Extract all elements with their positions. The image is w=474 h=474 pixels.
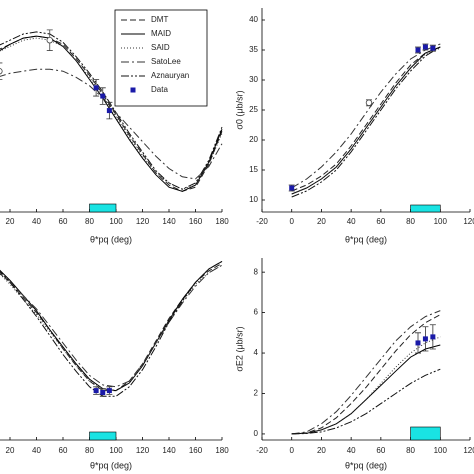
legend-label: SAID	[151, 43, 170, 52]
x-tick-label: 120	[136, 446, 150, 455]
x-tick-label: 0	[289, 446, 294, 455]
x-axis-title: θ*pq (deg)	[90, 460, 132, 470]
data-point	[100, 390, 106, 395]
y-axis-title: σE2 (μb/sr)	[234, 326, 244, 371]
band	[89, 203, 117, 213]
legend-label: SatoLee	[151, 57, 181, 66]
x-tick-label: 20	[6, 446, 15, 455]
legend-label: Data	[151, 85, 168, 94]
x-tick-label: 160	[189, 446, 203, 455]
x-tick-label: 40	[32, 217, 41, 226]
x-tick-label: -20	[256, 446, 268, 455]
curve	[291, 344, 441, 435]
legend-box	[114, 9, 208, 107]
curve	[0, 260, 223, 392]
band	[410, 426, 441, 441]
y-tick-label: 6	[254, 308, 259, 317]
x-axis-title: θ*pq (deg)	[345, 460, 387, 470]
curve	[291, 47, 441, 195]
x-tick-label: 100	[109, 446, 123, 455]
curve	[0, 264, 223, 392]
x-tick-label: 60	[376, 446, 385, 455]
legend-label: DMT	[151, 15, 168, 24]
data-point	[430, 334, 436, 340]
curve	[291, 368, 441, 435]
y-tick-label: 2	[254, 389, 259, 398]
y-tick-label: 15	[249, 165, 258, 174]
curve	[291, 46, 441, 198]
legend-label: Aznauryan	[151, 71, 189, 80]
data-point	[100, 93, 106, 99]
data-point	[422, 44, 428, 50]
y-tick-label: 25	[249, 105, 258, 114]
x-tick-label: 20	[317, 446, 326, 455]
y-tick-label: 30	[249, 75, 258, 84]
data-point	[430, 45, 436, 51]
open-point	[46, 36, 53, 44]
x-tick-label: 120	[463, 217, 474, 226]
curve	[0, 262, 223, 392]
data-point	[415, 340, 421, 346]
band	[410, 204, 441, 213]
x-tick-label: 80	[85, 217, 94, 226]
legend-swatch	[130, 87, 136, 93]
curve	[291, 336, 441, 435]
x-tick-label: 40	[347, 217, 356, 226]
curve	[0, 260, 223, 397]
x-tick-label: 60	[59, 217, 68, 226]
x-tick-label: 60	[59, 446, 68, 455]
x-tick-label: 80	[85, 446, 94, 455]
x-tick-label: 40	[347, 446, 356, 455]
y-tick-label: 40	[249, 15, 258, 24]
x-tick-label: 140	[162, 446, 176, 455]
y-tick-label: 10	[249, 195, 258, 204]
x-tick-label: 180	[215, 446, 229, 455]
data-point	[93, 85, 99, 91]
y-tick-label: 35	[249, 45, 258, 54]
curve	[291, 46, 441, 195]
y-tick-label: 4	[254, 348, 259, 357]
band	[89, 431, 117, 441]
data-point	[415, 47, 421, 53]
y-tick-label: 8	[254, 267, 259, 276]
x-axis-title: θ*pq (deg)	[345, 234, 387, 244]
x-tick-label: 120	[136, 217, 150, 226]
x-tick-label: 20	[6, 217, 15, 226]
x-tick-label: 80	[406, 446, 415, 455]
curve	[291, 314, 441, 435]
data-point	[106, 388, 112, 394]
x-tick-label: 80	[406, 217, 415, 226]
x-axis-title: θ*pq (deg)	[90, 234, 132, 244]
y-tick-label: 0	[254, 429, 259, 438]
x-tick-label: 20	[317, 217, 326, 226]
curve	[291, 43, 441, 189]
legend-label: MAID	[151, 29, 171, 38]
data-point	[93, 388, 99, 394]
x-tick-label: 100	[434, 217, 448, 226]
curve	[0, 31, 223, 190]
data-point	[106, 108, 112, 114]
x-tick-label: -20	[256, 217, 268, 226]
data-point	[422, 336, 428, 342]
curve	[0, 264, 223, 388]
x-tick-label: 140	[162, 217, 176, 226]
x-tick-label: 100	[109, 217, 123, 226]
error-bar	[0, 62, 3, 80]
x-tick-label: 160	[189, 217, 203, 226]
x-tick-label: 60	[376, 217, 385, 226]
y-axis-title: σ0 (μb/sr)	[234, 90, 244, 129]
x-tick-label: 120	[463, 446, 474, 455]
data-point	[289, 185, 295, 191]
open-point	[0, 68, 3, 75]
x-tick-label: 180	[215, 217, 229, 226]
curve	[291, 310, 441, 435]
y-tick-label: 20	[249, 135, 258, 144]
x-tick-label: 0	[289, 217, 294, 226]
x-tick-label: 40	[32, 446, 41, 455]
curve	[291, 46, 441, 192]
x-tick-label: 100	[434, 446, 448, 455]
open-point	[365, 99, 373, 106]
